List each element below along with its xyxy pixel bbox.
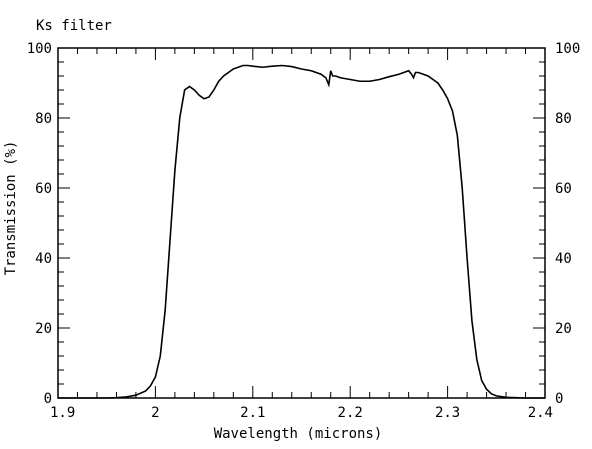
tick-marks <box>57 47 546 399</box>
y-tick-label: 100 <box>27 41 52 57</box>
y-tick-label-right: 100 <box>555 41 580 57</box>
x-tick-label: 2.2 <box>338 405 363 421</box>
y-tick-label: 80 <box>35 111 52 127</box>
x-tick-label: 1.9 <box>50 405 75 421</box>
y-tick-label: 0 <box>44 391 52 407</box>
x-tick-label: 2.4 <box>528 405 553 421</box>
y-tick-label-right: 60 <box>555 181 572 197</box>
y-tick-label-right: 0 <box>555 391 563 407</box>
transmission-curve <box>58 64 545 399</box>
x-tick-label: 2.3 <box>435 405 460 421</box>
y-tick-label-right: 20 <box>555 321 572 337</box>
y-tick-label: 20 <box>35 321 52 337</box>
x-tick-label: 2.1 <box>240 405 265 421</box>
y-tick-label-right: 40 <box>555 251 572 267</box>
plot-frame <box>57 47 546 399</box>
y-tick-label-right: 80 <box>555 111 572 127</box>
y-axis-label: Transmission (%) <box>3 141 19 276</box>
x-axis-label: Wavelength (microns) <box>214 426 383 442</box>
x-tick-label: 2 <box>151 405 159 421</box>
chart-title: Ks filter <box>36 18 112 34</box>
y-tick-label: 40 <box>35 251 52 267</box>
y-tick-label: 60 <box>35 181 52 197</box>
